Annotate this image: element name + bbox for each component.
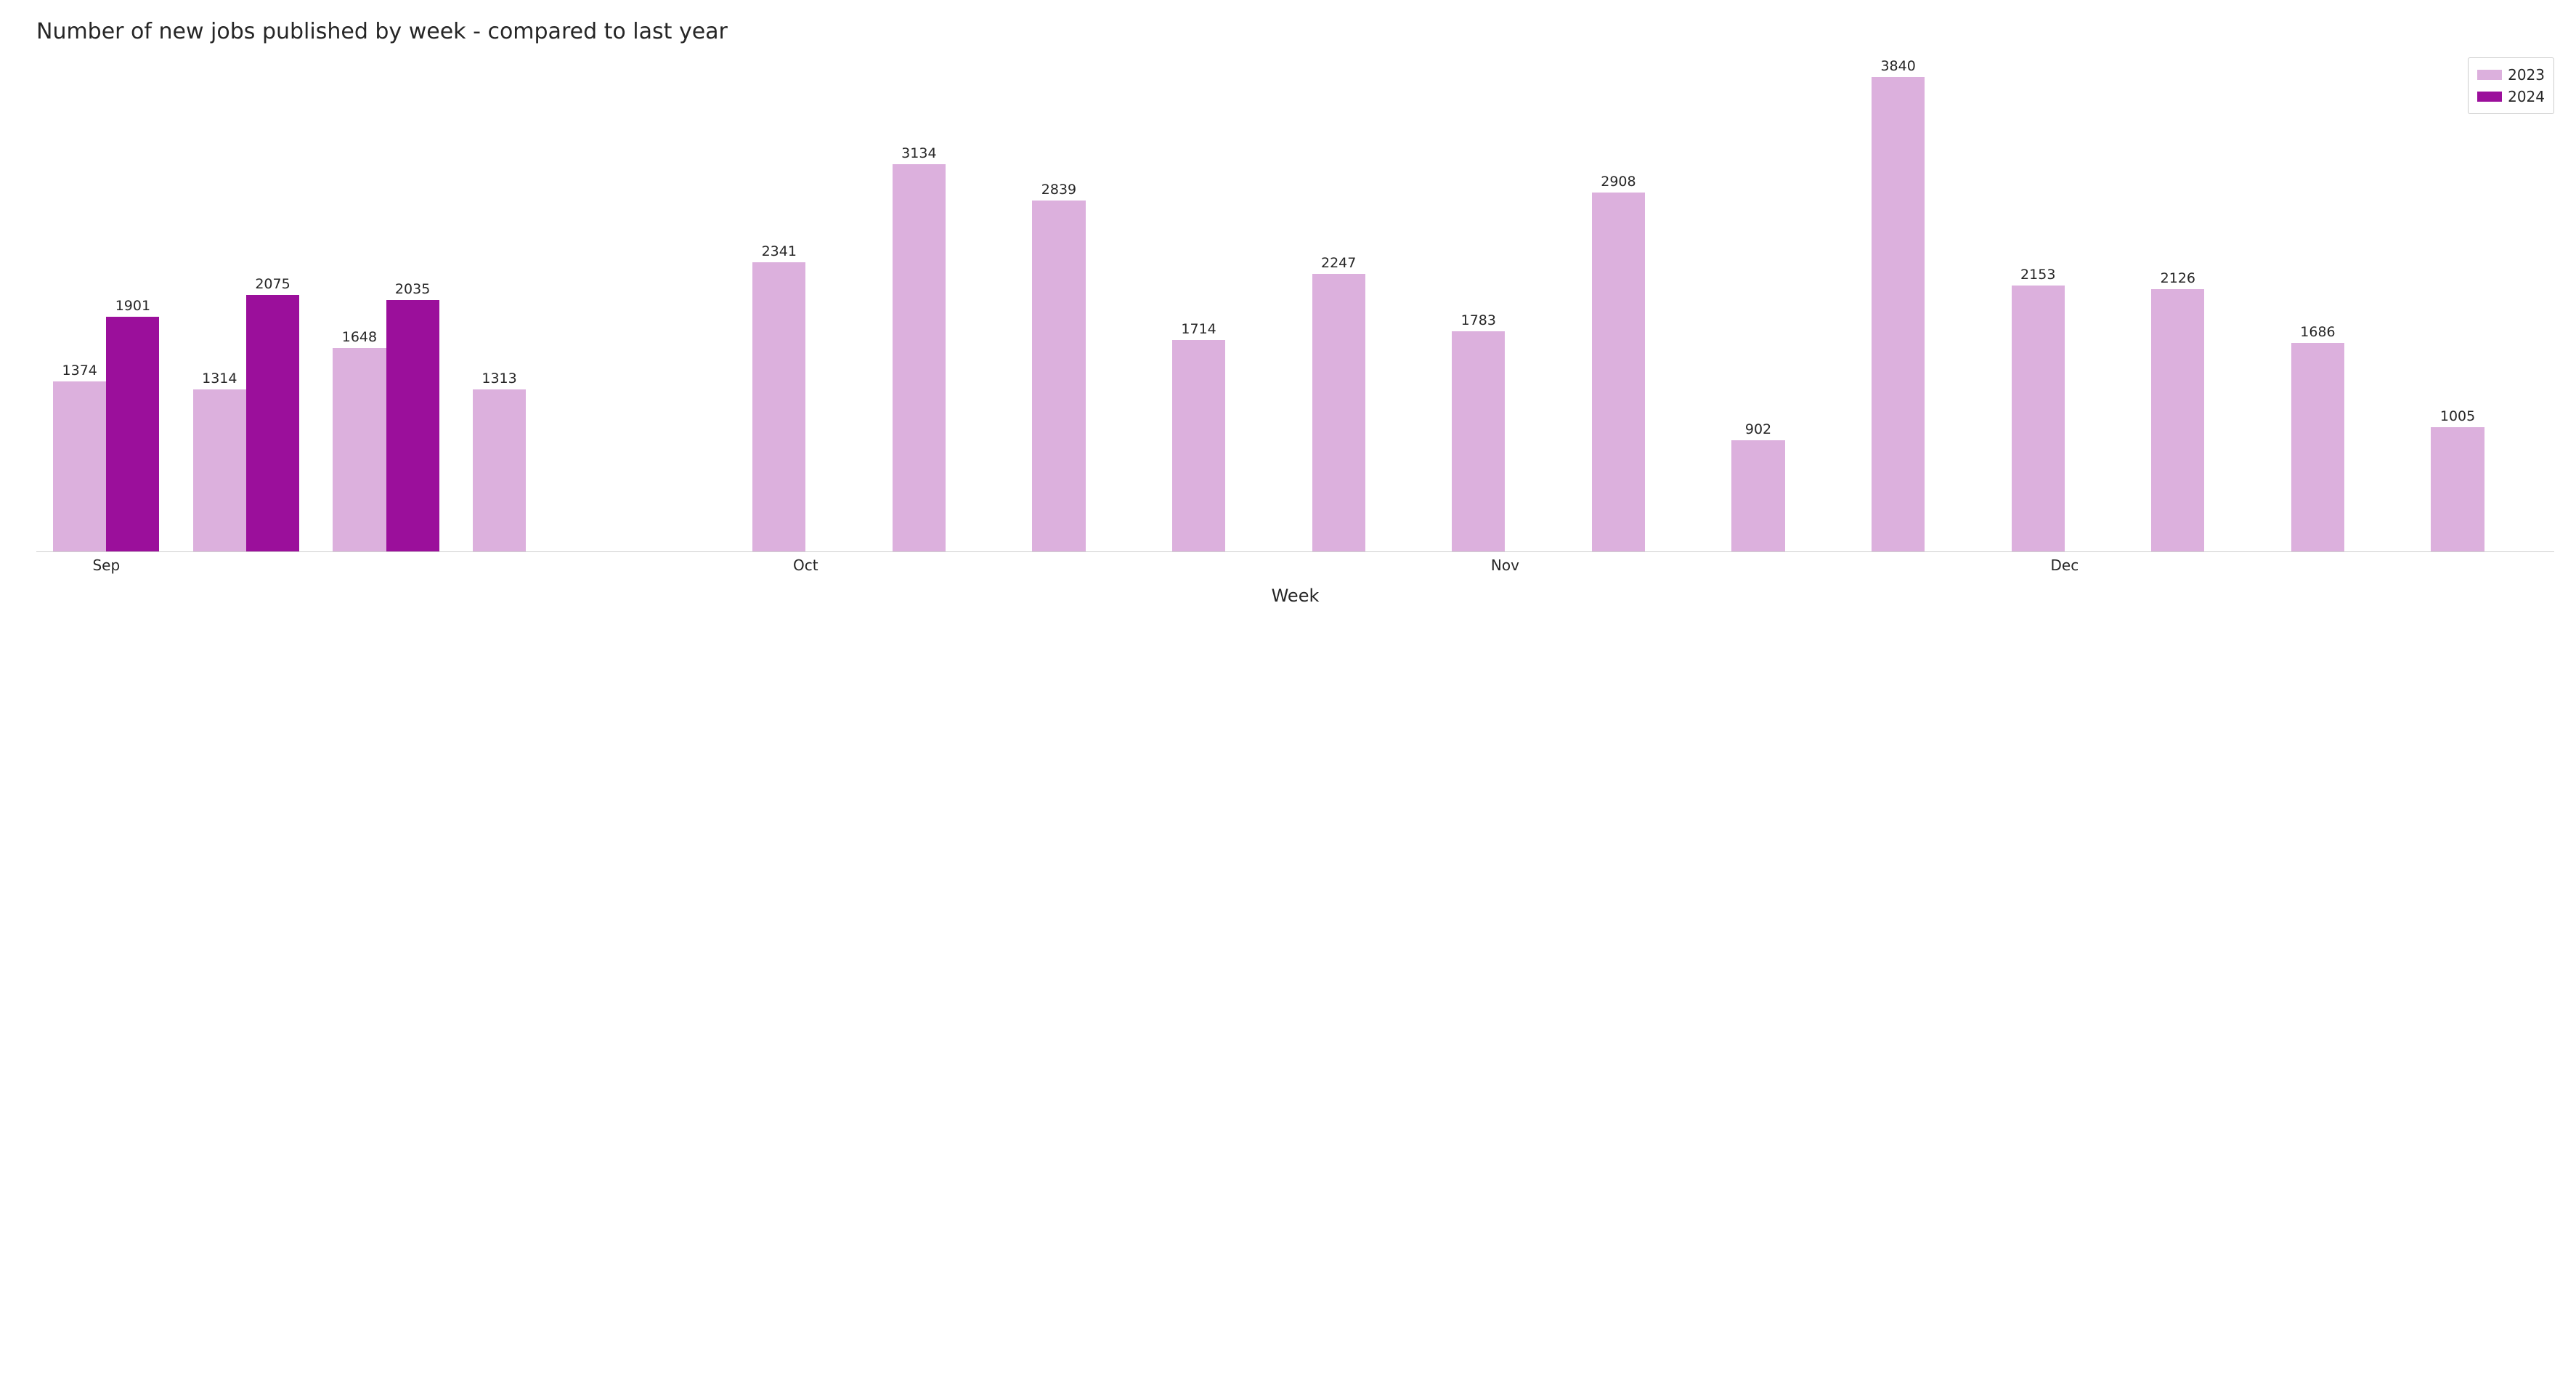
bar-value-label: 2839 xyxy=(1041,182,1076,198)
bar-group: 902 xyxy=(1715,57,1855,551)
bar-v2023: 1714 xyxy=(1172,340,1225,551)
x-tick xyxy=(596,552,736,570)
x-axis-labels: Sep Oct Nov Dec xyxy=(36,552,2554,570)
x-tick xyxy=(1715,552,1855,570)
bar-value-label: 1005 xyxy=(2440,408,2475,424)
bar-value-label: 1783 xyxy=(1461,312,1496,328)
bar-v2023: 3840 xyxy=(1872,77,1925,551)
bar-value-label: 902 xyxy=(1745,421,1771,437)
bar-v2023: 3134 xyxy=(893,164,946,551)
bar-group: 16482035 xyxy=(316,57,456,551)
bar-group: 1005 xyxy=(2414,57,2554,551)
bar-value-label: 2075 xyxy=(255,276,290,292)
bar-value-label: 2126 xyxy=(2161,270,2195,286)
x-tick-label: Dec xyxy=(2050,557,2079,574)
x-tick xyxy=(2134,552,2275,570)
bar-value-label: 1714 xyxy=(1181,321,1216,337)
bar-value-label: 2153 xyxy=(2020,267,2055,283)
bar-group: 1714 xyxy=(1155,57,1296,551)
bar-group: 2341 xyxy=(736,57,876,551)
bar-value-label: 1648 xyxy=(342,329,377,345)
bar-value-label: 2341 xyxy=(762,243,797,259)
bar-v2023: 1005 xyxy=(2431,427,2484,551)
bar-group: 13741901 xyxy=(36,57,176,551)
bar-value-label: 1313 xyxy=(482,371,516,387)
x-tick xyxy=(1155,552,1296,570)
x-tick xyxy=(1015,552,1155,570)
bar-value-label: 2247 xyxy=(1321,255,1356,271)
x-tick-label: Oct xyxy=(793,557,818,574)
bar-v2024: 1901 xyxy=(106,317,159,551)
x-tick-label: Sep xyxy=(92,557,120,574)
bar-value-label: 2035 xyxy=(395,281,430,297)
bar-v2023: 2341 xyxy=(752,262,805,551)
bar-group: 3840 xyxy=(1855,57,1995,551)
bar-v2023: 1783 xyxy=(1452,331,1505,551)
bar-v2023: 2126 xyxy=(2151,289,2204,551)
x-tick xyxy=(876,552,1016,570)
bar-value-label: 3840 xyxy=(1880,58,1915,74)
x-tick xyxy=(316,552,456,570)
x-tick xyxy=(1295,552,1435,570)
bar-value-label: 1314 xyxy=(202,371,237,387)
bar-v2023: 2153 xyxy=(2012,286,2065,551)
chart-title: Number of new jobs published by week - c… xyxy=(36,19,2554,44)
bar-group: 2153 xyxy=(1995,57,2135,551)
bar-value-label: 2908 xyxy=(1601,174,1636,190)
bar-group xyxy=(596,57,736,551)
x-tick xyxy=(2275,552,2415,570)
bar-v2023: 1374 xyxy=(53,381,106,551)
x-tick xyxy=(176,552,317,570)
x-tick-label: Nov xyxy=(1491,557,1519,574)
bar-v2023: 1313 xyxy=(473,389,526,551)
bar-v2023: 1314 xyxy=(193,389,246,551)
x-tick xyxy=(1855,552,1995,570)
x-tick xyxy=(456,552,596,570)
bar-group: 1686 xyxy=(2275,57,2415,551)
bar-group: 1783 xyxy=(1435,57,1575,551)
bar-group: 1313 xyxy=(456,57,596,551)
bar-group: 3134 xyxy=(876,57,1016,551)
bar-group: 2839 xyxy=(1015,57,1155,551)
bar-v2023: 902 xyxy=(1731,440,1784,551)
bar-value-label: 1374 xyxy=(62,363,97,379)
bar-value-label: 1901 xyxy=(115,298,150,314)
bar-v2023: 1686 xyxy=(2291,343,2344,551)
x-tick: Oct xyxy=(736,552,876,570)
x-tick xyxy=(1575,552,1715,570)
bar-v2023: 1648 xyxy=(333,348,386,551)
plot-area: 20232024 1374190113142075164820351313234… xyxy=(36,57,2554,551)
chart-container: Number of new jobs published by week - c… xyxy=(0,0,2576,635)
x-axis-title: Week xyxy=(36,586,2554,606)
bar-v2023: 2908 xyxy=(1592,193,1645,551)
x-tick: Sep xyxy=(36,552,176,570)
bar-v2023: 2247 xyxy=(1312,274,1365,551)
bar-v2024: 2035 xyxy=(386,300,439,551)
bar-group: 2126 xyxy=(2134,57,2275,551)
bar-group: 2247 xyxy=(1295,57,1435,551)
x-tick xyxy=(2414,552,2554,570)
bars-row: 1374190113142075164820351313234131342839… xyxy=(36,57,2554,551)
bar-value-label: 3134 xyxy=(901,145,936,161)
bar-group: 13142075 xyxy=(176,57,317,551)
bar-v2024: 2075 xyxy=(246,295,299,551)
bar-v2023: 2839 xyxy=(1032,201,1085,551)
x-tick: Dec xyxy=(1995,552,2135,570)
bar-group: 2908 xyxy=(1575,57,1715,551)
x-tick: Nov xyxy=(1435,552,1575,570)
bar-value-label: 1686 xyxy=(2300,324,2335,340)
